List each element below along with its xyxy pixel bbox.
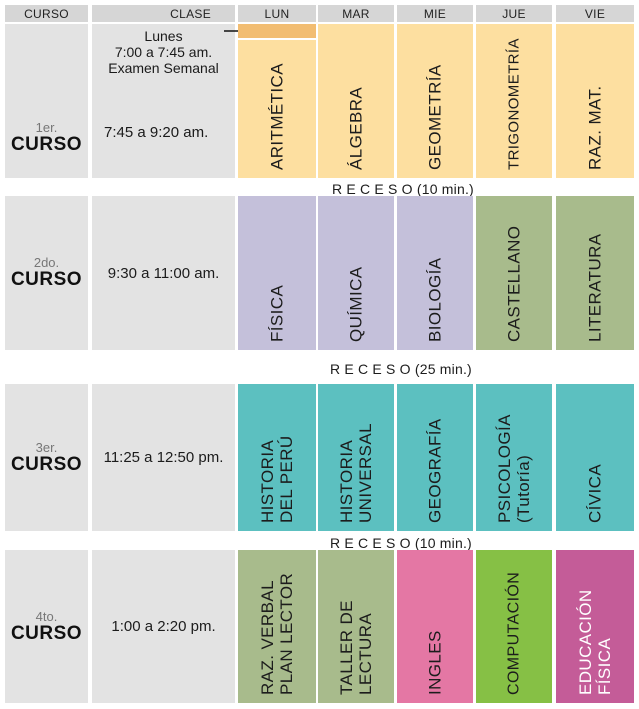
row2-mar-cell: QUÍMICA [318,196,394,350]
row2-lun-cell: FÍSICA [238,196,316,350]
row4-jue-cell: COMPUTACIÓN [476,550,552,703]
receso-2: R E C E S O (25 min.) [330,361,472,377]
row3-vie-subject: CÍVICA [585,463,605,523]
row4-vie-cell: EDUCACIÓN FÍSICA [556,550,634,703]
row3-jue-subject: PSICOLOGÍA (Tutoría) [495,414,533,523]
row4-curso-cell: 4to. CURSO [5,550,88,703]
row2-jue-subject: CASTELLANO [504,225,524,342]
header-day-mar: MAR [318,5,394,22]
row4-mie-cell: INGLES [397,550,473,703]
receso-1: R E C E S O (10 min.) [332,181,474,197]
row2-curso-cell: 2do. CURSO [5,196,88,350]
row3-mar-cell: HISTORIA UNIVERSAL [318,384,394,531]
row3-vie-cell: CÍVICA [556,384,634,531]
row3-mie-subject: GEOGRAFÍA [425,418,445,523]
row4-jue-subject: COMPUTACIÓN [505,571,523,695]
row3-jue-cell: PSICOLOGÍA (Tutoría) [476,384,552,531]
row3-mar-subject: HISTORIA UNIVERSAL [337,423,375,523]
row2-lun-subject: FÍSICA [267,284,287,342]
row2-mie-subject: BIOLOGÍA [425,257,445,342]
row1-vie-cell: RAZ. MAT. [556,24,634,178]
row4-curso-number: 4to. [35,608,58,624]
header-clase: CLASE [92,5,235,22]
row3-curso-cell: 3er. CURSO [5,384,88,531]
row1-curso-cell: 1er. CURSO [5,24,88,178]
row4-vie-subject: EDUCACIÓN FÍSICA [576,589,614,695]
header-curso: CURSO [5,5,88,22]
row3-time: 11:25 a 12:50 pm. [103,449,224,466]
row2-mie-cell: BIOLOGÍA [397,196,473,350]
row3-curso-label: CURSO [10,453,83,475]
row2-jue-cell: CASTELLANO [476,196,552,350]
receso-3: R E C E S O (10 min.) [330,535,472,551]
row4-curso-label: CURSO [10,622,83,644]
row1-curso-number: 1er. [35,120,58,135]
row1-jue-subject: TRIGONOMETRÍA [505,38,523,170]
row4-lun-cell: RAZ. VERBAL PLAN LECTOR [238,550,316,703]
row1-jue-cell: TRIGONOMETRÍA [476,24,552,178]
row1-lun-subject: ARITMÉTICA [267,63,287,170]
header-day-mie: MIE [397,5,473,22]
row2-mar-subject: QUÍMICA [346,266,366,342]
row1-mar-subject: ÁLGEBRA [346,86,366,170]
exam-time-bar [238,24,316,38]
row3-clase-cell: 11:25 a 12:50 pm. [92,384,235,531]
row2-vie-cell: LITERATURA [556,196,634,350]
row4-mie-subject: INGLES [425,630,445,695]
header-day-vie: VIE [556,5,634,22]
row3-mie-cell: GEOGRAFÍA [397,384,473,531]
exam-note: Lunes 7:00 a 7:45 am. Examen Semanal [108,28,219,76]
row1-mie-subject: GEOMETRÍA [425,64,445,170]
row1-lun-cell: ARITMÉTICA [238,40,316,178]
row1-mie-cell: GEOMETRÍA [397,24,473,178]
header-day-jue: JUE [476,5,552,22]
row3-lun-subject: HISTORIA DEL PERÚ [258,435,296,523]
row3-lun-cell: HISTORIA DEL PERÚ [238,384,316,531]
row4-mar-subject: TALLER DE LECTURA [337,600,375,695]
row1-time: 7:45 a 9:20 am. [104,124,209,141]
row2-curso-number: 2do. [33,255,60,270]
row1-curso-label: CURSO [10,134,83,155]
row1-mar-cell: ÁLGEBRA [318,24,394,178]
row2-curso-label: CURSO [10,269,83,290]
row2-clase-cell: 9:30 a 11:00 am. [92,196,235,350]
row2-time: 9:30 a 11:00 am. [107,264,220,282]
row4-mar-cell: TALLER DE LECTURA [318,550,394,703]
row1-vie-subject: RAZ. MAT. [585,85,605,170]
row3-curso-number: 3er. [35,439,58,455]
header-day-lun: LUN [238,5,316,22]
row4-clase-cell: 1:00 a 2:20 pm. [92,550,235,703]
row4-time: 1:00 a 2:20 pm. [111,618,216,635]
row4-lun-subject: RAZ. VERBAL PLAN LECTOR [258,572,296,695]
row1-clase-cell: Lunes 7:00 a 7:45 am. Examen Semanal 7:4… [92,24,235,178]
row2-vie-subject: LITERATURA [585,233,605,342]
